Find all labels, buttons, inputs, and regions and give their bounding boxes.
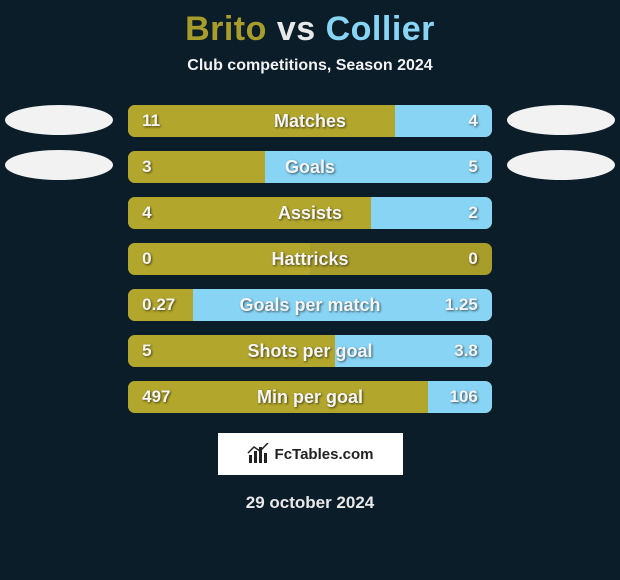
brand-text: FcTables.com (275, 446, 374, 463)
stat-row: 00Hattricks (128, 243, 492, 275)
stat-row: 42Assists (128, 197, 492, 229)
title-player2: Collier (326, 10, 435, 48)
bar-right-fill (371, 197, 492, 229)
brand-chart-icon (247, 443, 269, 465)
page-title: Brito vs Collier (0, 10, 620, 49)
stat-row: 0.271.25Goals per match (128, 289, 492, 321)
bar-left-fill (128, 381, 428, 413)
comparison-card: Brito vs Collier Club competitions, Seas… (0, 0, 620, 580)
bar-right-fill (265, 151, 492, 183)
subtitle: Club competitions, Season 2024 (0, 57, 620, 75)
bars-column: 114Matches 35Goals 42Assists 00Hattricks 0.2… (128, 105, 492, 413)
player1-ellipse-2 (5, 150, 113, 180)
bar-right-fill (395, 105, 492, 137)
title-vs: vs (267, 10, 326, 48)
stat-row: 53.8Shots per goal (128, 335, 492, 367)
bar-right-fill (193, 289, 492, 321)
bar-left-fill (128, 335, 335, 367)
title-player1: Brito (185, 10, 267, 48)
date-label: 29 october 2024 (0, 493, 620, 513)
right-avatar-col (507, 105, 615, 180)
left-avatar-col (5, 105, 113, 180)
bar-right-fill (335, 335, 492, 367)
bar-left-fill (128, 105, 395, 137)
bar-left-fill (128, 243, 310, 275)
player1-ellipse-1 (5, 105, 113, 135)
stat-row: 497106Min per goal (128, 381, 492, 413)
bar-right-fill (428, 381, 492, 413)
chart-area: 114Matches 35Goals 42Assists 00Hattricks 0.2… (0, 105, 620, 413)
stat-row: 114Matches (128, 105, 492, 137)
bar-left-fill (128, 151, 264, 183)
brand-badge[interactable]: FcTables.com (218, 433, 403, 475)
bar-left-fill (128, 289, 193, 321)
player2-ellipse-1 (507, 105, 615, 135)
player2-ellipse-2 (507, 150, 615, 180)
stat-right-value: 0 (468, 243, 477, 275)
bar-left-fill (128, 197, 371, 229)
stat-row: 35Goals (128, 151, 492, 183)
